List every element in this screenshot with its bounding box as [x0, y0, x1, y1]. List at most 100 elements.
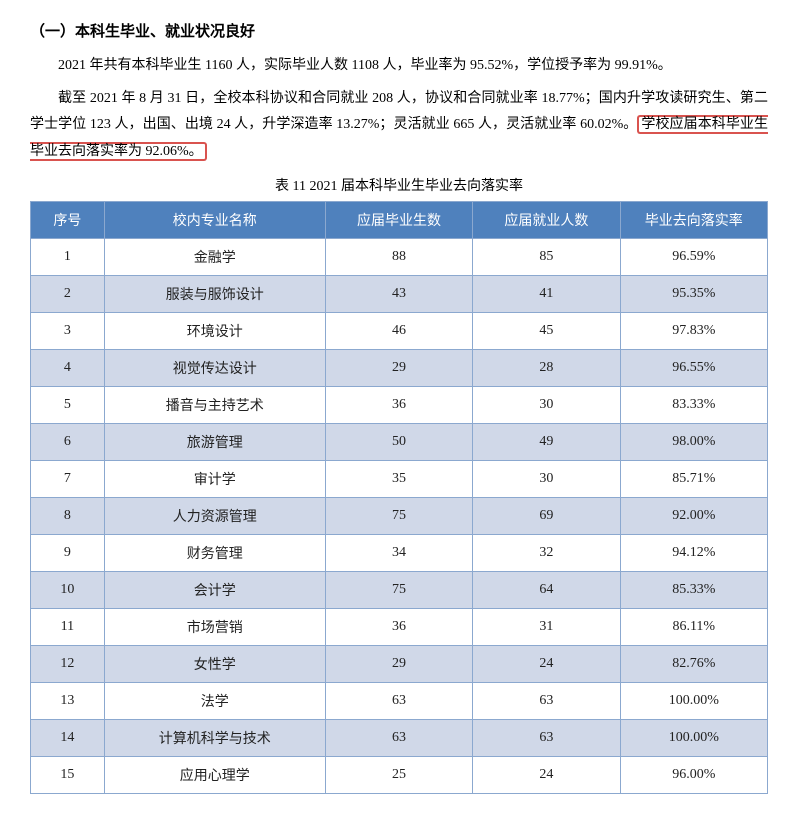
- table-cell: 82.76%: [620, 646, 767, 683]
- table-cell: 1: [31, 239, 105, 276]
- table-cell: 95.35%: [620, 276, 767, 313]
- paragraph-2: 截至 2021 年 8 月 31 日，全校本科协议和合同就业 208 人，协议和…: [30, 86, 768, 166]
- table-row: 13法学6363100.00%: [31, 683, 768, 720]
- table-row: 11市场营销363186.11%: [31, 609, 768, 646]
- table-cell: 5: [31, 387, 105, 424]
- col-header-rate: 毕业去向落实率: [620, 202, 767, 239]
- table-cell: 财务管理: [104, 535, 325, 572]
- table-cell: 旅游管理: [104, 424, 325, 461]
- table-cell: 96.00%: [620, 757, 767, 794]
- table-cell: 97.83%: [620, 313, 767, 350]
- table-cell: 75: [325, 498, 472, 535]
- table-cell: 计算机科学与技术: [104, 720, 325, 757]
- table-cell: 14: [31, 720, 105, 757]
- table-cell: 30: [473, 387, 620, 424]
- table-cell: 环境设计: [104, 313, 325, 350]
- table-row: 1金融学888596.59%: [31, 239, 768, 276]
- table-cell: 36: [325, 387, 472, 424]
- table-cell: 服装与服饰设计: [104, 276, 325, 313]
- table-cell: 10: [31, 572, 105, 609]
- table-cell: 3: [31, 313, 105, 350]
- table-cell: 审计学: [104, 461, 325, 498]
- table-cell: 69: [473, 498, 620, 535]
- table-cell: 4: [31, 350, 105, 387]
- table-cell: 13: [31, 683, 105, 720]
- table-cell: 人力资源管理: [104, 498, 325, 535]
- table-cell: 63: [325, 720, 472, 757]
- table-cell: 会计学: [104, 572, 325, 609]
- table-cell: 92.00%: [620, 498, 767, 535]
- table-cell: 31: [473, 609, 620, 646]
- col-header-grads: 应届毕业生数: [325, 202, 472, 239]
- table-row: 10会计学756485.33%: [31, 572, 768, 609]
- table-cell: 63: [473, 720, 620, 757]
- table-cell: 36: [325, 609, 472, 646]
- table-cell: 2: [31, 276, 105, 313]
- table-cell: 75: [325, 572, 472, 609]
- table-row: 15应用心理学252496.00%: [31, 757, 768, 794]
- table-cell: 100.00%: [620, 720, 767, 757]
- paragraph-1: 2021 年共有本科毕业生 1160 人，实际毕业人数 1108 人，毕业率为 …: [30, 53, 768, 80]
- table-header-row: 序号 校内专业名称 应届毕业生数 应届就业人数 毕业去向落实率: [31, 202, 768, 239]
- table-body: 1金融学888596.59%2服装与服饰设计434195.35%3环境设计464…: [31, 239, 768, 794]
- table-row: 3环境设计464597.83%: [31, 313, 768, 350]
- table-cell: 94.12%: [620, 535, 767, 572]
- table-cell: 41: [473, 276, 620, 313]
- table-cell: 女性学: [104, 646, 325, 683]
- table-cell: 85: [473, 239, 620, 276]
- table-cell: 7: [31, 461, 105, 498]
- table-cell: 金融学: [104, 239, 325, 276]
- table-cell: 96.59%: [620, 239, 767, 276]
- col-header-index: 序号: [31, 202, 105, 239]
- table-cell: 播音与主持艺术: [104, 387, 325, 424]
- table-cell: 100.00%: [620, 683, 767, 720]
- table-cell: 85.33%: [620, 572, 767, 609]
- table-cell: 35: [325, 461, 472, 498]
- section-heading: （一）本科生毕业、就业状况良好: [30, 20, 768, 41]
- table-row: 14计算机科学与技术6363100.00%: [31, 720, 768, 757]
- table-cell: 9: [31, 535, 105, 572]
- table-cell: 49: [473, 424, 620, 461]
- table-cell: 28: [473, 350, 620, 387]
- table-cell: 96.55%: [620, 350, 767, 387]
- table-caption: 表 11 2021 届本科毕业生毕业去向落实率: [30, 175, 768, 195]
- table-row: 8人力资源管理756992.00%: [31, 498, 768, 535]
- table-cell: 市场营销: [104, 609, 325, 646]
- table-cell: 98.00%: [620, 424, 767, 461]
- table-cell: 85.71%: [620, 461, 767, 498]
- table-row: 2服装与服饰设计434195.35%: [31, 276, 768, 313]
- table-cell: 应用心理学: [104, 757, 325, 794]
- table-cell: 45: [473, 313, 620, 350]
- table-row: 4视觉传达设计292896.55%: [31, 350, 768, 387]
- table-cell: 24: [473, 757, 620, 794]
- table-cell: 43: [325, 276, 472, 313]
- table-cell: 6: [31, 424, 105, 461]
- table-cell: 50: [325, 424, 472, 461]
- table-cell: 25: [325, 757, 472, 794]
- table-cell: 11: [31, 609, 105, 646]
- table-cell: 46: [325, 313, 472, 350]
- table-cell: 86.11%: [620, 609, 767, 646]
- table-cell: 34: [325, 535, 472, 572]
- table-cell: 视觉传达设计: [104, 350, 325, 387]
- table-cell: 63: [325, 683, 472, 720]
- table-cell: 83.33%: [620, 387, 767, 424]
- employment-table: 序号 校内专业名称 应届毕业生数 应届就业人数 毕业去向落实率 1金融学8885…: [30, 201, 768, 794]
- table-row: 5播音与主持艺术363083.33%: [31, 387, 768, 424]
- table-cell: 30: [473, 461, 620, 498]
- table-cell: 64: [473, 572, 620, 609]
- table-cell: 15: [31, 757, 105, 794]
- table-cell: 63: [473, 683, 620, 720]
- table-cell: 法学: [104, 683, 325, 720]
- table-row: 7审计学353085.71%: [31, 461, 768, 498]
- table-cell: 29: [325, 350, 472, 387]
- col-header-major: 校内专业名称: [104, 202, 325, 239]
- table-cell: 88: [325, 239, 472, 276]
- table-cell: 29: [325, 646, 472, 683]
- table-cell: 32: [473, 535, 620, 572]
- table-cell: 8: [31, 498, 105, 535]
- col-header-employed: 应届就业人数: [473, 202, 620, 239]
- table-cell: 12: [31, 646, 105, 683]
- table-cell: 24: [473, 646, 620, 683]
- table-row: 9财务管理343294.12%: [31, 535, 768, 572]
